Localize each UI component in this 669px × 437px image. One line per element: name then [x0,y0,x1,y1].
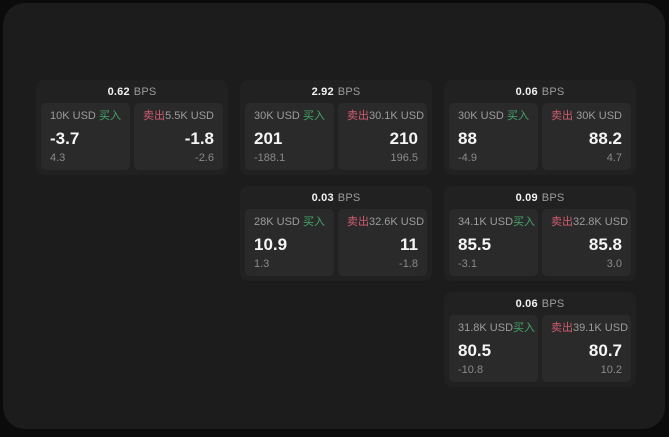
bps-header: 0.03 BPS [240,186,432,209]
buy-label: 买入 [513,322,536,334]
buy-notional: 31.8K USD [458,322,514,334]
card-body: 10K USD 买入 -3.7 4.3 卖出 5.5K USD -1.8 -2.… [36,103,228,175]
sell-label: 卖出 [551,322,573,334]
buy-price: 10.9 [254,234,288,254]
buy-notional: 30K USD [458,110,504,122]
bps-unit-label: BPS [337,191,361,204]
buy-label: 买入 [507,110,529,122]
buy-delta: -188.1 [254,152,286,164]
quote-card[interactable]: 0.06 BPS 31.8K USD 买入 80.5 -10.8 卖出 39.1… [444,292,636,387]
card-body: 31.8K USD 买入 80.5 -10.8 卖出 39.1K USD 80.… [444,315,636,387]
bps-header: 0.06 BPS [444,80,636,103]
buy-panel[interactable]: 30K USD 买入 88 -4.9 [449,103,538,170]
buy-panel[interactable]: 10K USD 买入 -3.7 4.3 [41,103,130,170]
sell-label: 卖出 [551,110,573,122]
buy-label: 买入 [303,216,325,228]
buy-label: 买入 [99,110,121,122]
bps-value: 0.03 [311,191,334,204]
sell-notional: 30K USD [576,110,622,122]
bps-unit-label: BPS [541,85,565,98]
buy-notional: 10K USD [50,110,96,122]
sell-label: 卖出 [551,216,573,228]
quote-cards-grid: 0.62 BPS 10K USD 买入 -3.7 4.3 卖出 5.5K USD [36,80,636,387]
buy-panel[interactable]: 31.8K USD 买入 80.5 -10.8 [449,315,538,382]
bps-header: 0.06 BPS [444,292,636,315]
buy-panel[interactable]: 34.1K USD 买入 85.5 -3.1 [449,209,538,276]
buy-price: 85.5 [458,234,492,254]
buy-notional: 34.1K USD [458,216,514,228]
bps-value: 0.06 [515,85,538,98]
sell-delta: 196.5 [390,152,418,164]
buy-delta: 4.3 [50,152,66,164]
bps-header: 2.92 BPS [240,80,432,103]
sell-delta: 10.2 [600,364,622,376]
card-body: 30K USD 买入 88 -4.9 卖出 30K USD 88.2 4.7 [444,103,636,175]
buy-label: 买入 [303,110,325,122]
buy-panel[interactable]: 28K USD 买入 10.9 1.3 [245,209,334,276]
quote-card[interactable]: 0.06 BPS 30K USD 买入 88 -4.9 卖出 30K USD [444,80,636,175]
bps-unit-label: BPS [133,85,157,98]
sell-panel[interactable]: 卖出 39.1K USD 80.7 10.2 [542,315,631,382]
sell-price: 11 [400,234,418,254]
buy-price: 80.5 [458,340,492,360]
sell-panel[interactable]: 卖出 5.5K USD -1.8 -2.6 [134,103,223,170]
sell-delta: 4.7 [606,152,622,164]
buy-notional: 28K USD [254,216,300,228]
bps-header: 0.09 BPS [444,186,636,209]
sell-notional: 30.1K USD [369,110,425,122]
card-body: 30K USD 买入 201 -188.1 卖出 30.1K USD 210 1… [240,103,432,175]
sell-panel[interactable]: 卖出 30K USD 88.2 4.7 [542,103,631,170]
buy-label: 买入 [513,216,536,228]
sell-notional: 32.6K USD [369,216,425,228]
bps-unit-label: BPS [541,191,565,204]
sell-price: -1.8 [184,128,214,148]
sell-notional: 39.1K USD [573,322,629,334]
quote-card[interactable]: 0.62 BPS 10K USD 买入 -3.7 4.3 卖出 5.5K USD [36,80,228,175]
sell-label: 卖出 [347,216,369,228]
sell-label: 卖出 [347,110,369,122]
sell-panel[interactable]: 卖出 30.1K USD 210 196.5 [338,103,427,170]
quote-card[interactable]: 0.09 BPS 34.1K USD 买入 85.5 -3.1 卖出 32.8K… [444,186,636,281]
sell-delta: -2.6 [195,152,214,164]
bps-header: 0.62 BPS [36,80,228,103]
sell-notional: 32.8K USD [573,216,629,228]
buy-delta: -3.1 [458,258,477,270]
card-body: 28K USD 买入 10.9 1.3 卖出 32.6K USD 11 -1.8 [240,209,432,281]
buy-price: -3.7 [50,128,80,148]
buy-price: 201 [254,128,283,148]
sell-price: 210 [389,128,418,148]
sell-price: 88.2 [588,128,622,148]
sell-price: 80.7 [588,340,622,360]
card-body: 34.1K USD 买入 85.5 -3.1 卖出 32.8K USD 85.8… [444,209,636,281]
sell-panel[interactable]: 卖出 32.6K USD 11 -1.8 [338,209,427,276]
sell-label: 卖出 [143,110,165,122]
buy-notional: 30K USD [254,110,300,122]
buy-price: 88 [458,128,477,148]
sell-panel[interactable]: 卖出 32.8K USD 85.8 3.0 [542,209,631,276]
bps-unit-label: BPS [541,297,565,310]
bps-unit-label: BPS [337,85,361,98]
quote-card[interactable]: 2.92 BPS 30K USD 买入 201 -188.1 卖出 30.1K … [240,80,432,175]
sell-delta: -1.8 [399,258,418,270]
quote-card[interactable]: 0.03 BPS 28K USD 买入 10.9 1.3 卖出 32.6K US… [240,186,432,281]
sell-delta: 3.0 [606,258,622,270]
bps-value: 0.62 [107,85,130,98]
bps-value: 0.06 [515,297,538,310]
sell-price: 85.8 [588,234,622,254]
buy-delta: 1.3 [254,258,270,270]
sell-notional: 5.5K USD [165,110,214,122]
buy-delta: -4.9 [458,152,477,164]
bps-value: 2.92 [311,85,334,98]
main-panel: 0.62 BPS 10K USD 买入 -3.7 4.3 卖出 5.5K USD [3,3,665,429]
buy-panel[interactable]: 30K USD 买入 201 -188.1 [245,103,334,170]
bps-value: 0.09 [515,191,538,204]
buy-delta: -10.8 [458,364,484,376]
